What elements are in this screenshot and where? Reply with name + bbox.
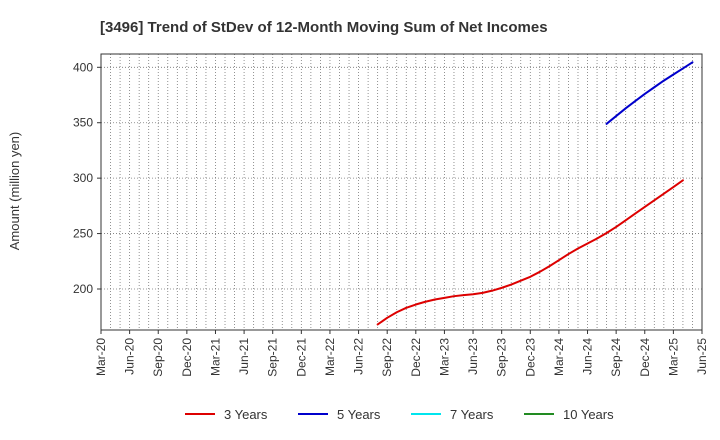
x-tick-label: Sep-20 [151,338,165,377]
y-tick-label: 300 [73,171,93,185]
x-tick-label: Mar-24 [552,338,566,376]
series-line-3-years [376,179,684,326]
legend: 3 Years 5 Years 7 Years 10 Years [185,407,614,422]
y-tick-label: 200 [73,282,93,296]
x-tick-label: Sep-24 [609,338,623,377]
x-tick-label: Dec-21 [294,338,308,377]
x-tick-label: Jun-20 [123,338,137,375]
x-tick-label: Jun-22 [352,338,366,375]
series-lines [376,61,694,326]
legend-label: 5 Years [337,407,381,422]
x-tick-label: Dec-20 [180,338,194,377]
legend-label: 3 Years [224,407,268,422]
y-tick-label: 400 [73,60,93,74]
x-tick-label: Jun-25 [695,338,709,375]
series-line-5-years [605,61,694,125]
x-tick-label: Dec-24 [638,338,652,377]
x-tick-label: Jun-24 [581,338,595,375]
legend-label: 10 Years [563,407,614,422]
x-tick-label: Dec-23 [523,338,537,377]
y-tick-label: 250 [73,227,93,241]
grid [100,54,703,330]
x-tick-label: Sep-23 [495,338,509,377]
x-tick-label: Mar-21 [208,338,222,376]
x-tick-label: Mar-22 [323,338,337,376]
y-tick-label: 350 [73,116,93,130]
x-tick-label: Sep-22 [380,338,394,377]
x-tick-label: Jun-21 [237,338,251,375]
x-tick-label: Dec-22 [409,338,423,377]
x-tick-label: Mar-20 [94,338,108,376]
x-tick-label: Sep-21 [266,338,280,377]
plot-frame [100,53,703,331]
y-tick-labels: 200 250 300 350 400 [73,60,101,296]
y-axis-label: Amount (million yen) [7,132,22,251]
x-tick-label: Jun-23 [466,338,480,375]
x-tick-labels: Mar-20 Jun-20 Sep-20 Dec-20 Mar-21 Jun-21 Sep-… [94,330,709,377]
x-tick-label: Mar-23 [437,338,451,376]
legend-label: 7 Years [450,407,494,422]
chart-title: [3496] Trend of StDev of 12-Month Moving… [100,19,548,36]
x-tick-label: Mar-25 [666,338,680,376]
